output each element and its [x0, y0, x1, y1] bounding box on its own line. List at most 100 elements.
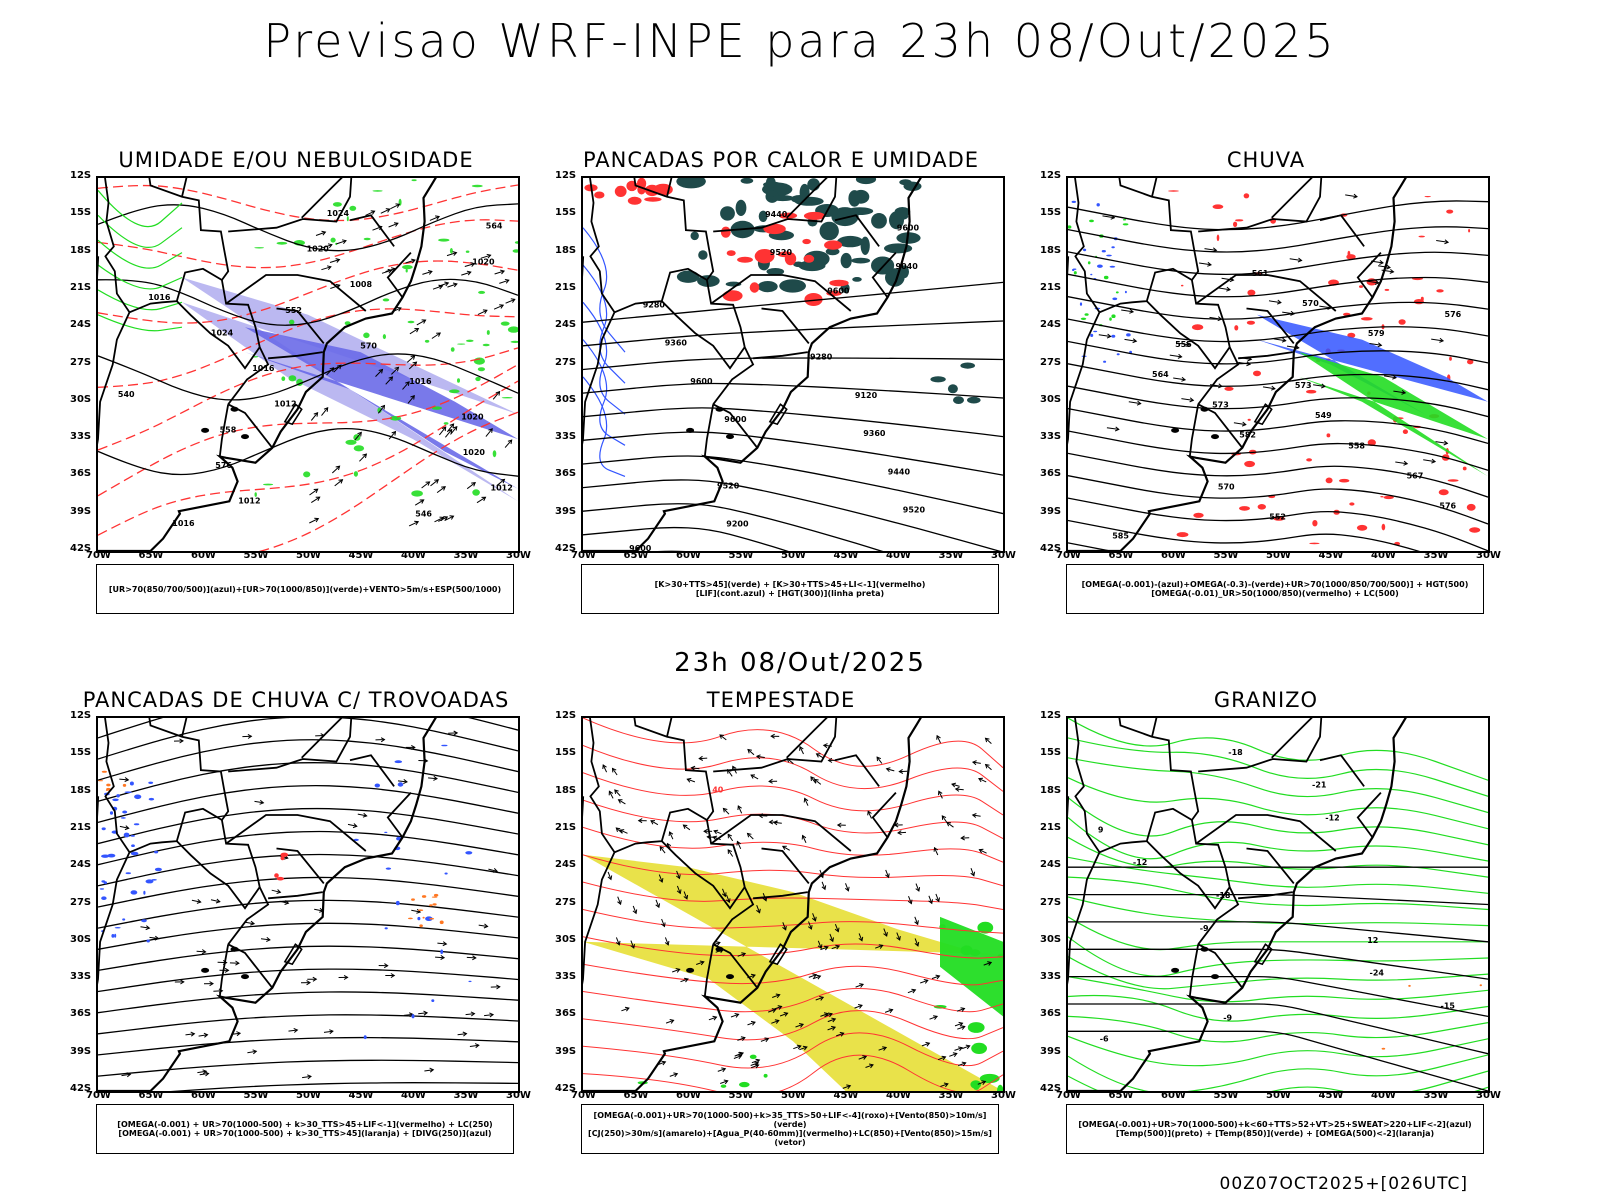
- divergence-area: [129, 781, 134, 786]
- wind-arrow: [381, 269, 392, 274]
- thickness-contour: [98, 347, 518, 451]
- divergence-area: [107, 853, 116, 858]
- instability-area: [793, 261, 804, 268]
- streamline-arrow-head: [224, 967, 230, 973]
- pressure-contour: [98, 278, 518, 326]
- wind-vector-head: [750, 973, 756, 979]
- streamline-arrow-head: [1386, 264, 1391, 270]
- lc850-contour: [583, 854, 1003, 887]
- hgt300-contour: [583, 281, 1003, 323]
- hgt500-contour: [1068, 430, 1488, 471]
- contour-label: 9520: [770, 248, 793, 257]
- wind-arrow-head: [495, 390, 501, 396]
- wind-vector: [907, 989, 916, 994]
- wind-vector-head: [715, 941, 721, 946]
- border-line: [386, 791, 412, 838]
- lat-tick-label: 27S: [70, 896, 92, 908]
- divergence-area: [385, 867, 392, 870]
- hgt500-contour: [1068, 318, 1488, 343]
- lon-tick-label: 55W: [1213, 550, 1239, 561]
- wind-vector-head: [632, 909, 638, 915]
- panel-umidade: UMIDADE E/OU NEBULOSIDADE 1016 1012 1008 101…: [56, 148, 536, 618]
- wind-vector-head: [721, 892, 727, 898]
- wind-vector: [908, 896, 912, 904]
- wind-arrow-head: [338, 479, 344, 484]
- instability-strong: [737, 256, 753, 263]
- lc850-contour: [583, 936, 1003, 959]
- wind-vector-head: [739, 1051, 745, 1057]
- coastline: [583, 718, 922, 1091]
- lat-tick-label: 36S: [1040, 468, 1062, 480]
- lon-tick-label: 40W: [401, 1090, 426, 1101]
- streamline-arrow: [437, 942, 447, 945]
- wind-vector: [726, 894, 730, 903]
- streamline-arrow-head: [1379, 260, 1384, 265]
- temp850-contour: [1068, 737, 1488, 797]
- moisture-850-blob: [289, 319, 295, 325]
- wind-arrow-head: [452, 282, 458, 288]
- wind-vector: [931, 975, 940, 980]
- wind-vector-head: [746, 832, 752, 838]
- wind-vector-head: [938, 790, 943, 796]
- wind-arrow: [408, 361, 417, 370]
- wind-arrow: [385, 376, 393, 385]
- streamline-arrow: [1378, 265, 1391, 269]
- lat-tick-label: 42S: [70, 543, 92, 554]
- wind-vector-head: [734, 1013, 740, 1018]
- storm-area-orange: [439, 920, 444, 925]
- streamline-arrow-head: [259, 799, 265, 805]
- legend-line: [OMEGA(-0.001) + UR>70(1000-500) + k>30_…: [117, 1120, 493, 1129]
- streamline-arrow-head: [215, 898, 221, 904]
- wind-vector-head: [914, 941, 920, 947]
- lake-mark: [686, 427, 695, 433]
- border-line: [301, 718, 343, 759]
- streamline-arrow-head: [250, 920, 256, 926]
- lon-tick-label: 60W: [1161, 1090, 1186, 1101]
- legend-line: [UR>70(850/700/500)](azul)+[UR>70(1000/8…: [108, 584, 502, 594]
- wind-arrow-head: [438, 284, 444, 290]
- divergence-area: [122, 810, 128, 814]
- hgt500-contour: [1068, 296, 1488, 320]
- contour-label: -18: [1228, 748, 1243, 757]
- panel-title: CHUVA: [1226, 148, 1306, 172]
- contour-label: 9360: [863, 429, 886, 438]
- wind-vector: [954, 1047, 963, 1051]
- moisture-850-blob: [363, 237, 371, 241]
- border-line: [753, 891, 808, 900]
- instability-strong: [614, 185, 627, 197]
- omega-area: [1096, 203, 1100, 207]
- contour-label: 9440: [888, 467, 911, 476]
- wind-vector: [614, 789, 621, 797]
- streamline-arrow-head: [126, 1072, 132, 1078]
- wind-vector-head: [783, 1012, 789, 1017]
- instability-area: [758, 210, 768, 222]
- moisture-850-blob: [472, 489, 480, 496]
- border-line: [225, 814, 367, 852]
- streamline-arrow-head: [1290, 310, 1296, 316]
- lon-tick-label: 35W: [938, 1090, 964, 1101]
- rain-area: [1413, 299, 1424, 305]
- streamline-arrow: [1395, 461, 1408, 465]
- green-contour: [98, 239, 183, 269]
- wind-vector-head: [858, 936, 864, 942]
- wind-vector-head: [740, 1036, 746, 1042]
- contour-label: 1016: [148, 293, 171, 302]
- border-line: [1074, 718, 1101, 853]
- coastline: [1068, 178, 1407, 551]
- omega-area: [1093, 330, 1098, 333]
- lon-tick-label: 30W: [1476, 1090, 1501, 1101]
- lon-tick-label: 30W: [1476, 550, 1501, 561]
- lon-tick-label: 35W: [938, 550, 964, 561]
- wind850-area: [749, 1054, 757, 1059]
- divergence-area: [363, 1035, 367, 1040]
- border-line: [1151, 718, 1158, 737]
- contour-label: 9040: [896, 262, 919, 271]
- instability-strong: [804, 293, 823, 306]
- wind-arrow-head: [329, 367, 335, 372]
- wind-vector: [949, 1053, 957, 1057]
- streamline-arrow: [1106, 427, 1119, 430]
- divergence-area: [146, 939, 150, 943]
- hgt500-contour: [1068, 251, 1488, 276]
- wind-arrow-head: [393, 222, 399, 227]
- wind-arrow-head: [500, 269, 506, 275]
